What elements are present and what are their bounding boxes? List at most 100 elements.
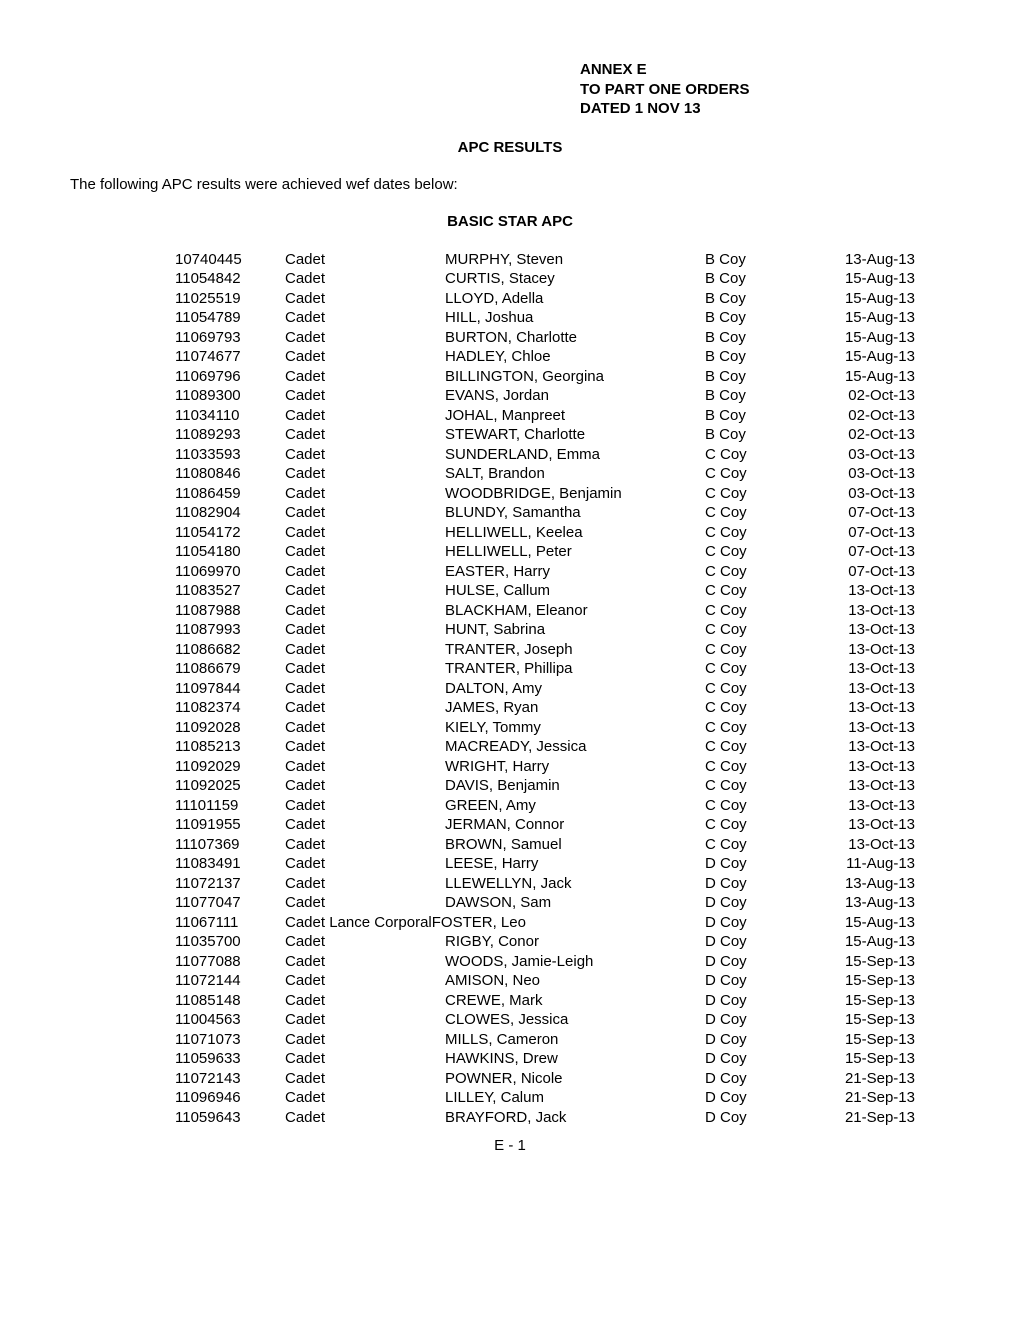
cadet-id: 11092028 bbox=[175, 718, 285, 738]
cadet-name: SALT, Brandon bbox=[445, 464, 705, 484]
cadet-id: 11059643 bbox=[175, 1108, 285, 1128]
cadet-date: 21-Sep-13 bbox=[815, 1069, 915, 1089]
cadet-coy: D Coy bbox=[705, 991, 815, 1011]
cadet-id: 11086679 bbox=[175, 659, 285, 679]
intro-text: The following APC results were achieved … bbox=[70, 176, 950, 193]
cadet-coy: C Coy bbox=[705, 737, 815, 757]
cadet-name: LLEWELLYN, Jack bbox=[445, 874, 705, 894]
cadet-coy: C Coy bbox=[705, 542, 815, 562]
cadet-rank: Cadet bbox=[285, 406, 445, 426]
cadet-name: HULSE, Callum bbox=[445, 581, 705, 601]
cadet-date: 13-Oct-13 bbox=[815, 640, 915, 660]
cadet-date: 07-Oct-13 bbox=[815, 542, 915, 562]
cadet-date: 15-Aug-13 bbox=[815, 328, 915, 348]
cadet-coy: D Coy bbox=[705, 971, 815, 991]
cadet-coy: C Coy bbox=[705, 835, 815, 855]
cadet-date: 13-Oct-13 bbox=[815, 796, 915, 816]
cadet-id: 11059633 bbox=[175, 1049, 285, 1069]
cadet-coy: D Coy bbox=[705, 932, 815, 952]
roster-row: 11082904CadetBLUNDY, SamanthaC Coy07-Oct… bbox=[175, 503, 950, 523]
roster-row: 11069970CadetEASTER, HarryC Coy07-Oct-13 bbox=[175, 562, 950, 582]
cadet-coy: C Coy bbox=[705, 581, 815, 601]
cadet-name: HELLIWELL, Peter bbox=[445, 542, 705, 562]
cadet-name: BROWN, Samuel bbox=[445, 835, 705, 855]
cadet-rank: Cadet bbox=[285, 503, 445, 523]
cadet-id: 11085213 bbox=[175, 737, 285, 757]
roster-row: 11085148CadetCREWE, MarkD Coy15-Sep-13 bbox=[175, 991, 950, 1011]
cadet-id: 11054180 bbox=[175, 542, 285, 562]
cadet-name: LEESE, Harry bbox=[445, 854, 705, 874]
cadet-coy: C Coy bbox=[705, 445, 815, 465]
cadet-id: 11069793 bbox=[175, 328, 285, 348]
roster-row: 11071073CadetMILLS, CameronD Coy15-Sep-1… bbox=[175, 1030, 950, 1050]
cadet-name: HILL, Joshua bbox=[445, 308, 705, 328]
cadet-name: TRANTER, Joseph bbox=[445, 640, 705, 660]
roster-row: 11080846CadetSALT, BrandonC Coy03-Oct-13 bbox=[175, 464, 950, 484]
cadet-rank: Cadet bbox=[285, 1030, 445, 1050]
cadet-date: 13-Aug-13 bbox=[815, 874, 915, 894]
roster-row: 11089300CadetEVANS, JordanB Coy02-Oct-13 bbox=[175, 386, 950, 406]
cadet-coy: C Coy bbox=[705, 718, 815, 738]
cadet-date: 13-Oct-13 bbox=[815, 835, 915, 855]
cadet-id: 10740445 bbox=[175, 250, 285, 270]
cadet-date: 13-Oct-13 bbox=[815, 601, 915, 621]
cadet-id: 11085148 bbox=[175, 991, 285, 1011]
cadet-coy: C Coy bbox=[705, 484, 815, 504]
cadet-name: JAMES, Ryan bbox=[445, 698, 705, 718]
cadet-rank: Cadet bbox=[285, 991, 445, 1011]
cadet-rank: Cadet bbox=[285, 581, 445, 601]
roster-row: 11092029CadetWRIGHT, HarryC Coy13-Oct-13 bbox=[175, 757, 950, 777]
roster-row: 11034110CadetJOHAL, ManpreetB Coy02-Oct-… bbox=[175, 406, 950, 426]
cadet-name: BURTON, Charlotte bbox=[445, 328, 705, 348]
cadet-id: 11086682 bbox=[175, 640, 285, 660]
cadet-id: 11086459 bbox=[175, 484, 285, 504]
cadet-coy: B Coy bbox=[705, 289, 815, 309]
section-title: BASIC STAR APC bbox=[70, 213, 950, 230]
cadet-coy: C Coy bbox=[705, 776, 815, 796]
cadet-name: MACREADY, Jessica bbox=[445, 737, 705, 757]
cadet-date: 13-Oct-13 bbox=[815, 718, 915, 738]
cadet-coy: B Coy bbox=[705, 386, 815, 406]
annex-line: ANNEX E bbox=[580, 60, 950, 80]
cadet-name: AMISON, Neo bbox=[445, 971, 705, 991]
roster-row: 11072143CadetPOWNER, NicoleD Coy21-Sep-1… bbox=[175, 1069, 950, 1089]
cadet-name: DAVIS, Benjamin bbox=[445, 776, 705, 796]
cadet-date: 13-Oct-13 bbox=[815, 698, 915, 718]
cadet-name: POWNER, Nicole bbox=[445, 1069, 705, 1089]
cadet-name: CURTIS, Stacey bbox=[445, 269, 705, 289]
cadet-rank: Cadet bbox=[285, 250, 445, 270]
cadet-date: 15-Aug-13 bbox=[815, 932, 915, 952]
cadet-name: EASTER, Harry bbox=[445, 562, 705, 582]
cadet-date: 13-Oct-13 bbox=[815, 620, 915, 640]
roster-row: 11089293CadetSTEWART, CharlotteB Coy02-O… bbox=[175, 425, 950, 445]
roster-row: 11086459CadetWOODBRIDGE, BenjaminC Coy03… bbox=[175, 484, 950, 504]
cadet-id: 11069970 bbox=[175, 562, 285, 582]
cadet-id: 11092029 bbox=[175, 757, 285, 777]
roster-row: 11085213CadetMACREADY, JessicaC Coy13-Oc… bbox=[175, 737, 950, 757]
cadet-date: 11-Aug-13 bbox=[815, 854, 915, 874]
cadet-id: 11089293 bbox=[175, 425, 285, 445]
cadet-date: 13-Aug-13 bbox=[815, 893, 915, 913]
cadet-rank: Cadet bbox=[285, 308, 445, 328]
cadet-date: 02-Oct-13 bbox=[815, 386, 915, 406]
cadet-rank: Cadet bbox=[285, 893, 445, 913]
roster-row: 11083491CadetLEESE, HarryD Coy11-Aug-13 bbox=[175, 854, 950, 874]
cadet-coy: D Coy bbox=[705, 1030, 815, 1050]
roster-row: 11086682CadetTRANTER, JosephC Coy13-Oct-… bbox=[175, 640, 950, 660]
cadet-date: 21-Sep-13 bbox=[815, 1088, 915, 1108]
cadet-name: MURPHY, Steven bbox=[445, 250, 705, 270]
cadet-coy: B Coy bbox=[705, 250, 815, 270]
roster-row: 11107369CadetBROWN, SamuelC Coy13-Oct-13 bbox=[175, 835, 950, 855]
cadet-date: 03-Oct-13 bbox=[815, 464, 915, 484]
cadet-date: 15-Sep-13 bbox=[815, 1049, 915, 1069]
cadet-name: SUNDERLAND, Emma bbox=[445, 445, 705, 465]
cadet-name: WRIGHT, Harry bbox=[445, 757, 705, 777]
cadet-date: 15-Aug-13 bbox=[815, 367, 915, 387]
cadet-id: 11087988 bbox=[175, 601, 285, 621]
cadet-rank: Cadet bbox=[285, 386, 445, 406]
cadet-rank: Cadet bbox=[285, 698, 445, 718]
cadet-coy: C Coy bbox=[705, 659, 815, 679]
roster-row: 11054172CadetHELLIWELL, KeeleaC Coy07-Oc… bbox=[175, 523, 950, 543]
cadet-id: 11067111 bbox=[175, 913, 285, 933]
cadet-date: 15-Sep-13 bbox=[815, 971, 915, 991]
